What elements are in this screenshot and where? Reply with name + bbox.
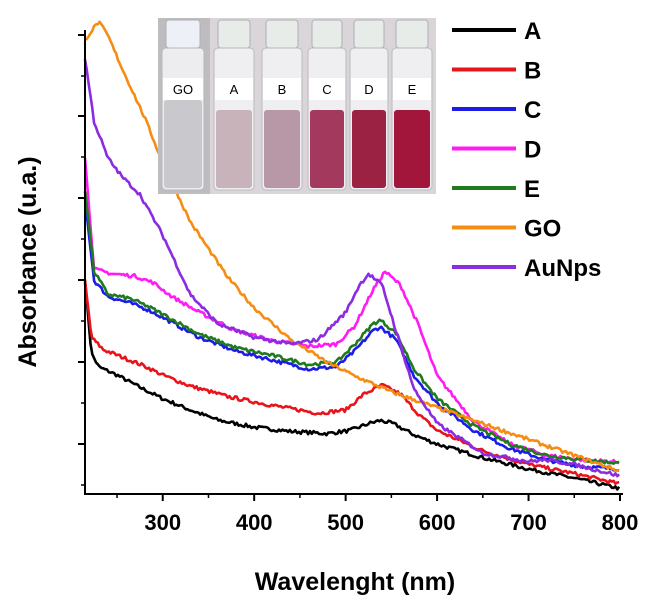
legend-label-aunps: AuNps [524,255,601,282]
y-axis-title: Absorbance (u.a.) [14,156,42,367]
vial-label-go: GO [173,82,193,97]
vial-cap-b [265,19,299,49]
curves-group [83,20,621,491]
ticks-group: 300 400 500 600 700 800 [78,34,639,535]
legend-label-c: C [524,97,541,124]
x-axis-title: Wavelenght (nm) [255,568,455,596]
vial-label-b: B [278,82,287,97]
vial-cap-a [217,19,251,49]
x-tick-label: 700 [510,510,547,535]
series-line-b [83,279,620,485]
vial-photo-inset: GO A B C D E [158,18,436,194]
vial-cap-go [165,19,201,49]
vial-label-tag-c [309,78,345,100]
vial-cap-c [311,19,343,49]
vial-label-tag-d [351,78,387,100]
series-line-e [83,191,620,465]
vial-liquid-a [216,110,252,188]
vial-label-c: C [322,82,331,97]
vial-cap-d [353,19,385,49]
legend-label-b: B [524,58,541,85]
legend-label-go: GO [524,216,561,243]
legend-label-d: D [524,137,541,164]
x-tick-label: 300 [144,510,181,535]
series-line-aunps [83,59,621,478]
vial-label-tag-e [393,78,431,100]
vial-label-tag-a [215,78,253,100]
vial-label-a: A [230,82,239,97]
vial-cap-e [395,19,429,49]
x-tick-label: 500 [327,510,364,535]
vial-liquid-e [394,110,430,188]
x-tick-label: 400 [236,510,273,535]
x-tick-label: 800 [602,510,639,535]
vial-label-e: E [408,82,417,97]
vial-liquid-c [310,110,344,188]
vial-label-tag-go [163,78,203,100]
vial-liquid-go [164,100,202,188]
axes-group [84,30,623,495]
vial-label-d: D [364,82,373,97]
vial-label-tag-b [263,78,301,100]
legend-label-a: A [524,18,541,45]
vial-liquid-b [264,110,300,188]
series-line-c [83,198,620,472]
legend-label-e: E [524,176,540,203]
x-tick-label: 600 [419,510,456,535]
vial-liquid-d [352,110,386,188]
series-line-a [83,282,621,491]
